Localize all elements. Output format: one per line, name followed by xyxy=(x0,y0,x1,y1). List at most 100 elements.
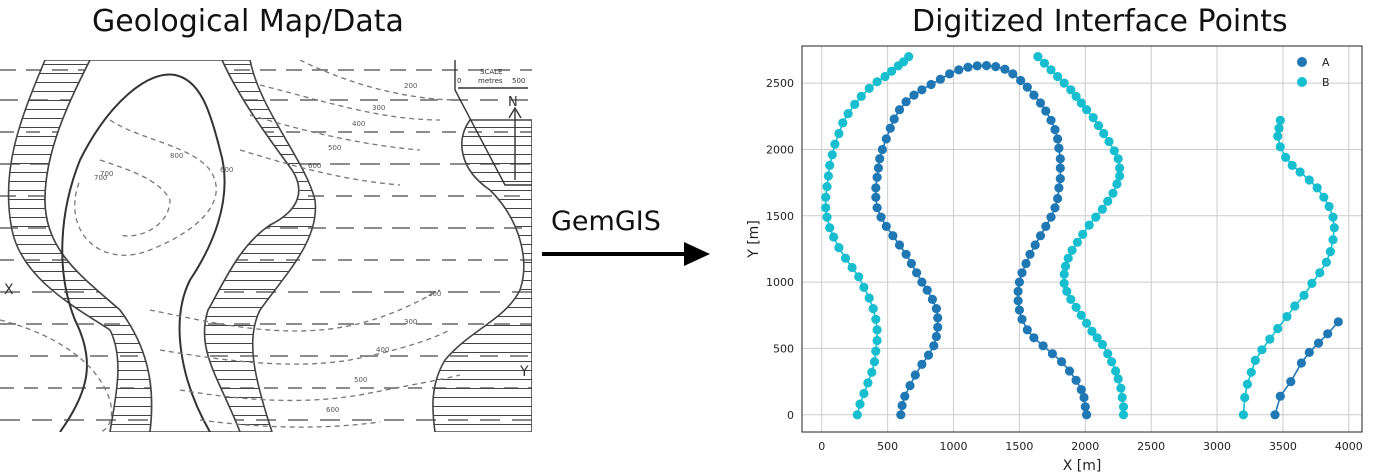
series-B-point xyxy=(1325,247,1335,257)
series-B-point xyxy=(847,262,857,273)
series-A-point xyxy=(1017,314,1027,324)
map-x-marker: X xyxy=(4,282,14,298)
series-A-point xyxy=(1270,410,1280,420)
series-B-point xyxy=(864,293,874,303)
x-tick-label: 1500 xyxy=(1005,440,1033,453)
series-A-point xyxy=(871,192,881,202)
map-scale-units: metres xyxy=(478,77,503,85)
series-B-point xyxy=(1071,91,1081,101)
y-tick-label: 500 xyxy=(773,342,794,355)
series-B-point xyxy=(1329,223,1339,233)
series-A-point xyxy=(963,62,973,72)
series-B-point xyxy=(1088,113,1098,123)
series-A-point xyxy=(927,294,937,304)
series-B-point xyxy=(1046,65,1056,75)
series-A-point xyxy=(881,134,891,144)
series-B-point xyxy=(1118,410,1129,420)
series-A-point xyxy=(1014,305,1024,315)
series-B-point xyxy=(1115,163,1125,173)
series-B-point xyxy=(1246,367,1256,377)
map-scale-start: 0 xyxy=(457,77,461,85)
series-A-point xyxy=(1082,410,1092,420)
map-contour-label: 200 xyxy=(428,290,441,298)
series-B-point xyxy=(1072,237,1082,247)
series-A-point xyxy=(1035,231,1046,241)
series-A-point xyxy=(873,163,883,173)
series-A-point xyxy=(1050,203,1060,213)
series-B-point xyxy=(1307,278,1317,288)
series-B-point xyxy=(1328,212,1338,222)
series-B-point xyxy=(1240,392,1250,403)
series-A-point xyxy=(1025,249,1035,259)
y-tick-label: 0 xyxy=(787,409,794,422)
series-B-point xyxy=(834,243,844,253)
gemgis-label: GemGIS xyxy=(551,206,661,237)
series-B-point xyxy=(822,182,832,192)
series-B-point xyxy=(1118,402,1129,412)
series-B-point xyxy=(1091,212,1101,222)
series-B-point xyxy=(904,52,914,62)
map-contour-label: 400 xyxy=(352,120,365,128)
series-B-point xyxy=(871,314,881,324)
series-B-point xyxy=(1312,183,1322,193)
series-B-point xyxy=(1113,374,1123,384)
series-B-point xyxy=(1112,179,1122,189)
series-A-point xyxy=(872,172,882,182)
series-A-point xyxy=(1047,349,1057,359)
series-points xyxy=(821,52,1343,420)
series-B-point xyxy=(1238,410,1248,420)
series-B-point xyxy=(830,139,840,149)
series-A-point xyxy=(1029,333,1039,343)
series-A-point xyxy=(896,410,906,420)
map-contour-label: 300 xyxy=(372,104,385,112)
series-B-point xyxy=(867,367,877,377)
series-B-point xyxy=(1257,345,1267,355)
series-B-point xyxy=(872,77,882,87)
series-B-point xyxy=(1066,85,1076,95)
series-B-point xyxy=(1092,333,1102,343)
series-A-point xyxy=(917,359,927,369)
series-B-point xyxy=(1084,220,1094,230)
series-A-point xyxy=(1008,69,1018,79)
series-B-point xyxy=(1299,290,1309,300)
legend-label-A: A xyxy=(1322,56,1330,69)
y-tick-label: 2000 xyxy=(766,143,794,156)
series-A-point xyxy=(909,90,919,100)
y-axis-label: Y [m] xyxy=(746,220,762,259)
series-B-point xyxy=(1103,349,1113,359)
series-B-point xyxy=(850,99,860,109)
series-B-point xyxy=(827,150,837,160)
series-A-point xyxy=(1080,402,1090,412)
series-A-point xyxy=(1057,357,1067,367)
series-A-point xyxy=(871,183,881,193)
x-tick-label: 2500 xyxy=(1137,440,1165,453)
series-A-point xyxy=(894,240,905,250)
series-B-point xyxy=(1328,235,1338,245)
series-B-point xyxy=(1076,310,1086,320)
map-contour-label: 200 xyxy=(404,82,417,90)
y-tick-labels: 0 500 1000 1500 2000 2500 xyxy=(766,77,794,422)
series-B-point xyxy=(1067,245,1077,255)
series-B-point xyxy=(823,171,833,181)
series-B-point xyxy=(1273,131,1283,141)
series-A-point xyxy=(1053,134,1063,144)
series-B-point xyxy=(840,253,851,263)
series-B-point xyxy=(1287,160,1297,170)
series-B-point xyxy=(1273,323,1283,334)
series-A-point xyxy=(888,231,898,241)
y-tick-label: 2500 xyxy=(766,77,794,90)
map-contour-label: 300 xyxy=(404,318,417,326)
series-A-point xyxy=(877,144,887,155)
x-tick-label: 3000 xyxy=(1203,440,1231,453)
series-A-point xyxy=(901,97,911,107)
series-B-point xyxy=(1053,71,1063,82)
series-A-point xyxy=(912,268,922,278)
series-B-point xyxy=(1082,105,1092,115)
series-B-point xyxy=(1319,192,1329,202)
series-A-point xyxy=(1038,341,1048,351)
series-A-point xyxy=(901,249,911,259)
series-A-point xyxy=(1275,391,1285,401)
x-tick-label: 500 xyxy=(877,440,898,453)
series-A-point xyxy=(972,61,982,71)
series-A-point xyxy=(1016,75,1026,86)
